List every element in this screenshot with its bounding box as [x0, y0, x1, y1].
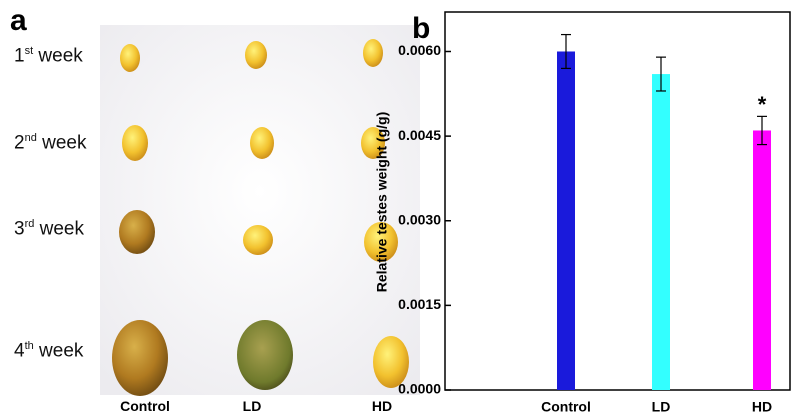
week-number: 2 [14, 132, 25, 154]
bar [557, 51, 575, 390]
column-label: LD [242, 398, 262, 414]
testis [122, 125, 148, 161]
x-tick-label: HD [752, 399, 772, 415]
week-text: week [42, 132, 87, 154]
y-tick-label: 0.0030 [398, 211, 441, 227]
y-tick-label: 0.0045 [398, 127, 441, 143]
week-suffix: rd [24, 218, 35, 230]
week-label: 1st week [14, 45, 83, 67]
week-label: 4th week [14, 340, 83, 362]
column-label: Control [120, 398, 170, 414]
significance-mark: * [758, 92, 767, 117]
testis [250, 127, 274, 159]
testis [373, 336, 409, 388]
week-label: 2nd week [14, 132, 86, 154]
bar [652, 74, 670, 391]
y-axis-label: Relative testes weight (g/g) [374, 112, 390, 292]
y-tick-label: 0.0060 [398, 42, 441, 58]
x-tick-label: LD [652, 399, 671, 415]
panel-label: a [10, 4, 27, 37]
week-suffix: th [24, 340, 34, 352]
week-number: 3 [14, 218, 25, 240]
panel-label: b [412, 12, 430, 45]
testes [112, 39, 409, 396]
week-text: week [39, 340, 84, 362]
testis [120, 44, 140, 72]
plot-frame [444, 11, 791, 391]
week-text: week [38, 45, 83, 67]
y-tick-label: 0.0015 [398, 296, 441, 312]
x-tick-label: Control [541, 399, 591, 415]
week-number: 4 [14, 340, 25, 362]
testis [119, 210, 155, 254]
testis [237, 320, 293, 390]
testis [363, 39, 383, 67]
column-label: HD [371, 398, 393, 414]
testis [361, 127, 385, 159]
testis [243, 225, 273, 255]
bar [753, 130, 771, 391]
week-label: 3rd week [14, 218, 84, 240]
week-text: week [39, 218, 84, 240]
week-number: 1 [14, 45, 25, 67]
week-suffix: st [24, 45, 34, 57]
testis [364, 222, 398, 262]
week-suffix: nd [24, 132, 37, 144]
testis [112, 320, 168, 396]
y-tick-label: 0.0000 [398, 381, 441, 397]
testis [245, 41, 267, 69]
